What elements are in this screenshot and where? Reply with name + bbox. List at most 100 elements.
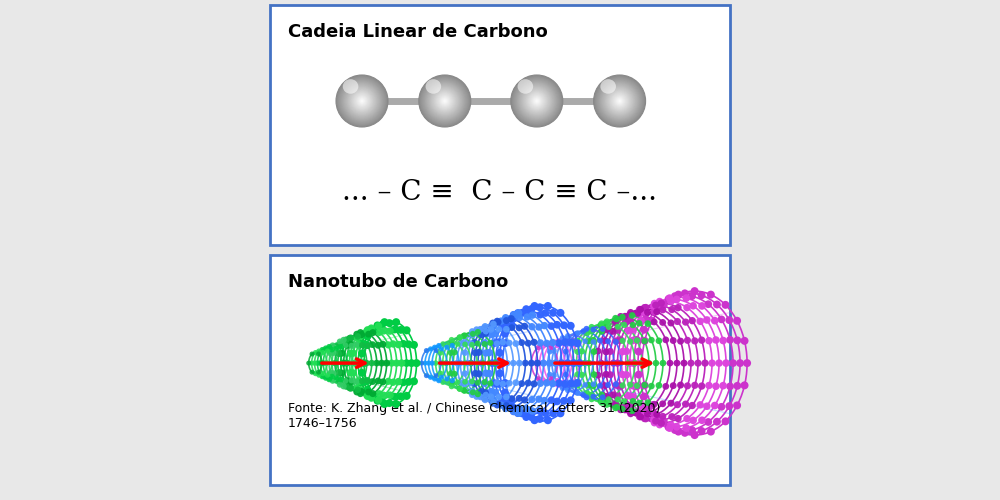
Circle shape — [358, 350, 366, 358]
Circle shape — [705, 337, 713, 344]
Ellipse shape — [443, 100, 447, 102]
Circle shape — [332, 360, 338, 366]
Ellipse shape — [614, 96, 625, 106]
Circle shape — [455, 380, 460, 385]
Circle shape — [583, 394, 589, 400]
Circle shape — [590, 394, 596, 400]
Ellipse shape — [354, 93, 370, 109]
Circle shape — [540, 343, 545, 348]
Circle shape — [575, 372, 581, 378]
Circle shape — [482, 389, 489, 396]
Circle shape — [386, 328, 394, 335]
Circle shape — [329, 360, 334, 366]
Circle shape — [330, 378, 336, 384]
Circle shape — [579, 348, 585, 354]
Circle shape — [462, 360, 468, 366]
Ellipse shape — [512, 76, 562, 126]
Circle shape — [712, 382, 720, 390]
Circle shape — [438, 370, 444, 376]
Circle shape — [482, 341, 488, 347]
Ellipse shape — [420, 76, 470, 126]
Circle shape — [487, 340, 493, 346]
Circle shape — [652, 418, 659, 424]
Circle shape — [364, 386, 371, 394]
Circle shape — [375, 378, 381, 384]
Circle shape — [355, 378, 362, 386]
Circle shape — [337, 382, 343, 388]
Ellipse shape — [347, 86, 377, 116]
Circle shape — [637, 306, 644, 313]
Circle shape — [450, 360, 456, 366]
Circle shape — [659, 413, 666, 420]
Circle shape — [586, 360, 592, 366]
Circle shape — [668, 413, 676, 420]
Circle shape — [677, 338, 684, 344]
Circle shape — [605, 382, 611, 388]
Circle shape — [364, 342, 371, 349]
Circle shape — [604, 360, 610, 366]
Circle shape — [456, 360, 462, 366]
Ellipse shape — [419, 75, 471, 127]
Circle shape — [450, 378, 455, 384]
Circle shape — [622, 400, 629, 407]
Circle shape — [436, 378, 442, 384]
Circle shape — [615, 324, 621, 330]
Circle shape — [652, 302, 659, 308]
Circle shape — [583, 360, 589, 366]
Circle shape — [667, 400, 674, 406]
Circle shape — [380, 318, 388, 326]
Circle shape — [627, 382, 633, 388]
Circle shape — [508, 315, 515, 322]
Circle shape — [375, 396, 382, 404]
Circle shape — [698, 416, 706, 424]
Circle shape — [477, 394, 484, 400]
Circle shape — [560, 335, 565, 340]
Circle shape — [494, 318, 501, 325]
FancyBboxPatch shape — [270, 255, 730, 485]
Ellipse shape — [440, 96, 449, 106]
Ellipse shape — [605, 86, 634, 116]
Circle shape — [385, 399, 393, 407]
Circle shape — [644, 309, 651, 316]
Circle shape — [348, 343, 355, 349]
Circle shape — [340, 360, 347, 366]
Circle shape — [368, 360, 375, 366]
Circle shape — [445, 378, 451, 384]
Circle shape — [536, 311, 544, 318]
Circle shape — [510, 408, 518, 415]
Circle shape — [449, 384, 454, 390]
Circle shape — [619, 406, 626, 412]
Circle shape — [548, 396, 555, 404]
Circle shape — [320, 347, 325, 352]
Ellipse shape — [599, 80, 640, 122]
Ellipse shape — [429, 86, 460, 116]
Circle shape — [627, 410, 634, 417]
Ellipse shape — [361, 100, 363, 102]
Circle shape — [434, 373, 439, 378]
Circle shape — [368, 324, 375, 332]
Circle shape — [648, 317, 656, 325]
Circle shape — [359, 378, 365, 384]
Ellipse shape — [521, 86, 552, 116]
Circle shape — [668, 306, 676, 313]
Ellipse shape — [617, 98, 622, 103]
Circle shape — [573, 379, 581, 387]
Circle shape — [457, 334, 463, 340]
Circle shape — [576, 359, 584, 367]
Circle shape — [489, 320, 496, 326]
Circle shape — [468, 360, 474, 366]
Circle shape — [398, 360, 405, 367]
Circle shape — [682, 318, 689, 326]
Circle shape — [697, 401, 704, 408]
Ellipse shape — [526, 90, 548, 112]
Circle shape — [503, 317, 510, 324]
Circle shape — [591, 382, 596, 387]
Circle shape — [494, 340, 500, 346]
Circle shape — [489, 400, 496, 406]
Text: Cadeia Linear de Carbono: Cadeia Linear de Carbono — [288, 23, 548, 41]
Circle shape — [347, 378, 354, 386]
Circle shape — [403, 326, 411, 334]
Circle shape — [482, 379, 488, 385]
Ellipse shape — [434, 90, 455, 112]
Ellipse shape — [600, 79, 616, 94]
